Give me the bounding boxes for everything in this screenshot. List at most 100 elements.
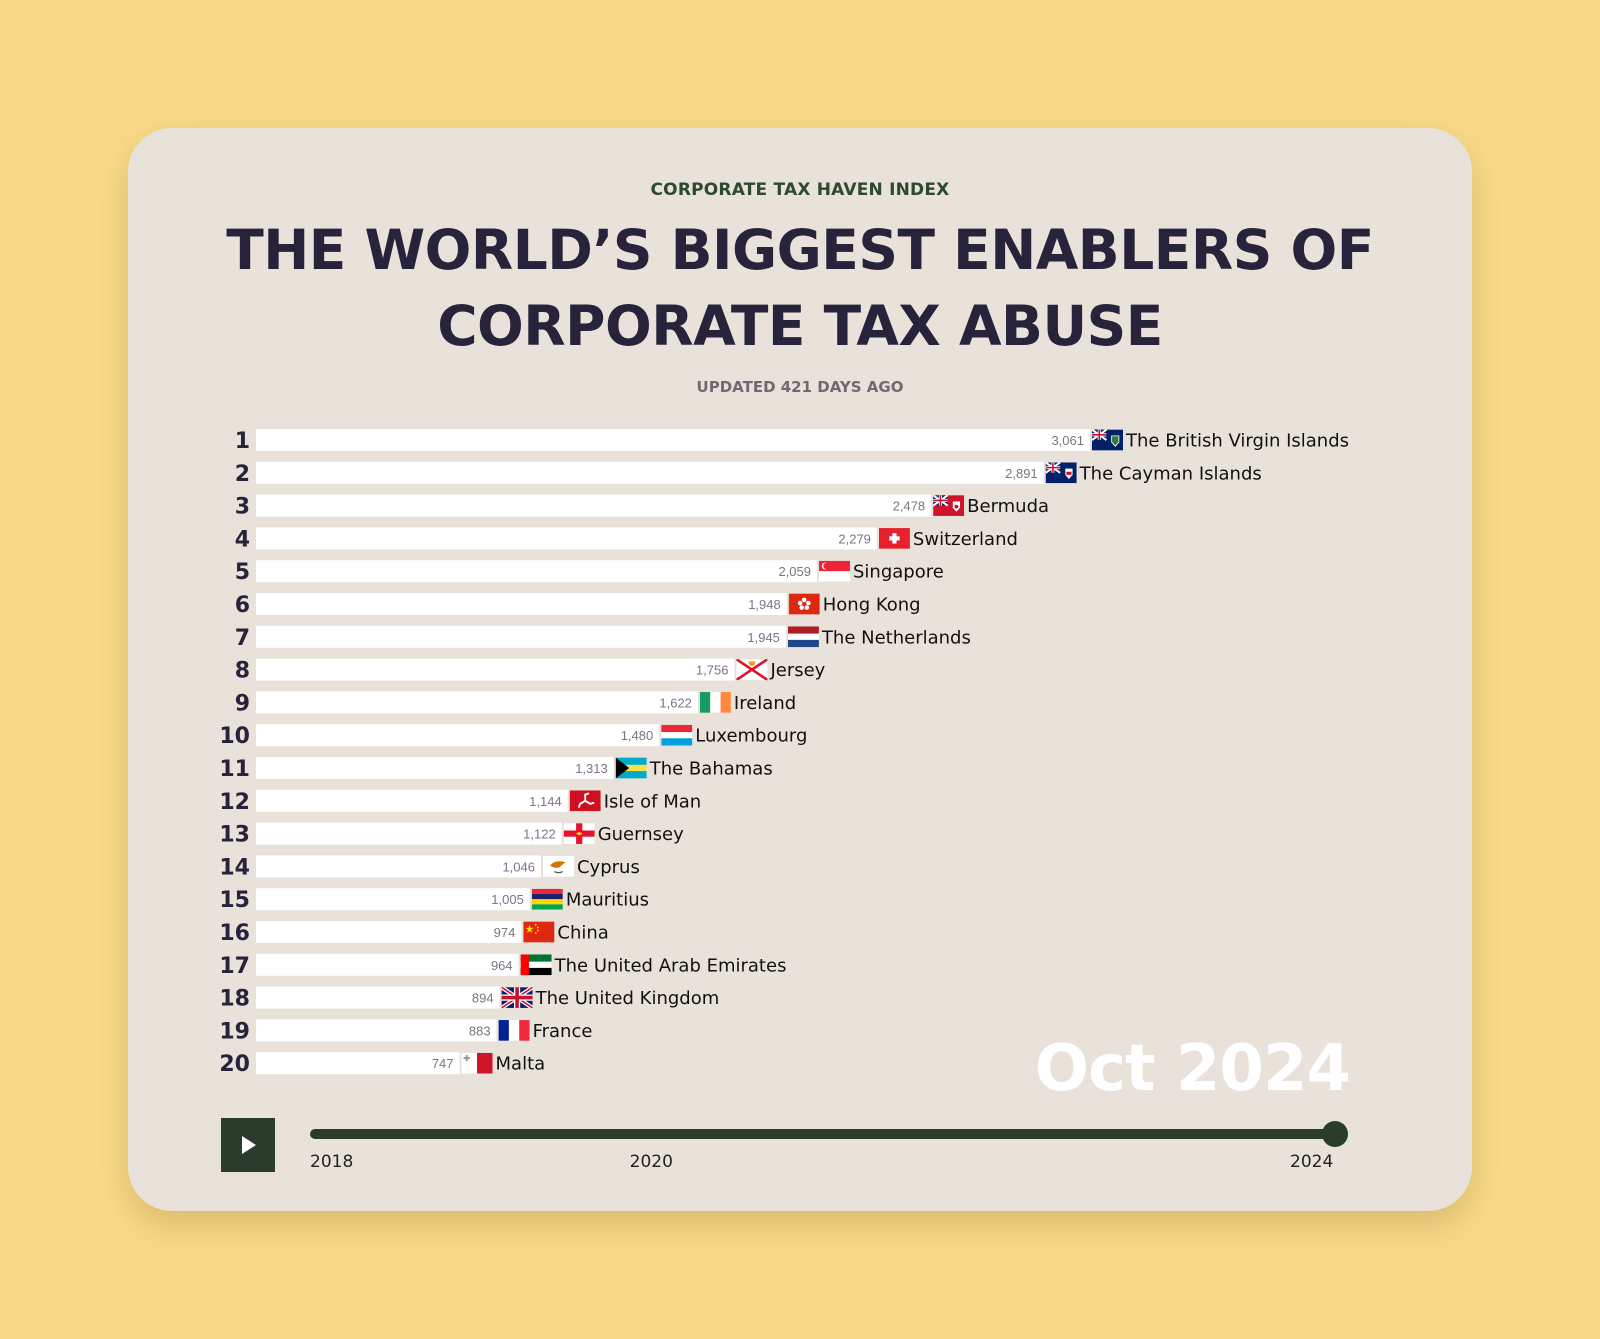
timeline-tick-label: 2020: [629, 1152, 673, 1172]
bar-row: 5 2,059 Singapore: [235, 560, 944, 585]
value-label: 2,478: [893, 499, 926, 514]
bar-row: 6 1,948 Hong Kong: [235, 593, 921, 618]
play-icon: [242, 1136, 256, 1154]
bar: [256, 494, 932, 517]
bar: [256, 527, 877, 550]
value-label: 1,945: [747, 630, 780, 645]
timeline-tick-label: 2018: [310, 1152, 354, 1172]
value-label: 2,891: [1005, 466, 1038, 481]
rank-number: 3: [235, 495, 250, 520]
country-label: The Bahamas: [649, 759, 773, 780]
rank-number: 8: [235, 659, 250, 684]
country-label: Mauritius: [566, 890, 649, 911]
bar-row: 10 1,480 Luxembourg: [219, 724, 807, 749]
rank-number: 11: [219, 757, 250, 782]
flag-china-icon: [523, 921, 555, 943]
flag-cyprus-icon: [542, 856, 574, 877]
country-label: The United Kingdom: [535, 988, 720, 1009]
value-label: 2,279: [838, 531, 871, 546]
bar-row: 4 2,279 Switzerland: [235, 527, 1018, 552]
rank-number: 20: [219, 1052, 250, 1077]
flag-mauritius-icon: [531, 888, 563, 910]
bar-row: 17 964 The United Arab Emirates: [219, 953, 786, 979]
bar: [256, 560, 817, 583]
value-label: 1,948: [748, 597, 781, 612]
country-label: Luxembourg: [695, 726, 807, 747]
bar: [256, 625, 786, 648]
country-label: Jersey: [769, 660, 825, 681]
flag-malta-icon: [461, 1052, 493, 1074]
rank-number: 2: [235, 462, 250, 487]
value-label: 747: [432, 1056, 454, 1071]
play-button[interactable]: [221, 1118, 275, 1172]
bar: [256, 855, 541, 878]
timeline-progress: [310, 1129, 1335, 1139]
country-label: France: [533, 1021, 593, 1042]
country-label: Isle of Man: [604, 791, 702, 812]
bar-row: 1 3,061 The British Virgin Islands: [235, 429, 1349, 454]
value-label: 974: [494, 925, 516, 940]
value-label: 894: [472, 991, 494, 1006]
bar-row: 3 2,478 Bermuda: [235, 495, 1049, 520]
country-label: Cyprus: [577, 857, 640, 878]
value-label: 1,046: [502, 859, 535, 874]
country-label: Ireland: [734, 693, 796, 714]
timeline-tick-label: 2024: [1290, 1152, 1334, 1172]
rank-number: 6: [235, 593, 250, 618]
flag-bahamas-icon: [615, 757, 647, 779]
value-label: 1,622: [659, 695, 692, 710]
timeline-handle[interactable]: [1322, 1121, 1348, 1147]
bar-row: 15 1,005 Mauritius: [219, 888, 649, 913]
flag-bvi-icon: [1092, 429, 1123, 451]
bar-row: 19 883 France: [219, 1019, 592, 1044]
value-label: 2,059: [778, 564, 811, 579]
flag-netherlands-icon: [787, 626, 819, 648]
bar-row: 11 1,313 The Bahamas: [219, 757, 773, 782]
chart-kicker: CORPORATE TAX HAVEN INDEX: [650, 180, 950, 200]
bar-row: 12 1,144 Isle of Man: [219, 789, 702, 815]
rank-number: 17: [219, 954, 250, 979]
bar-row: 8 1,756 Jersey: [235, 658, 826, 684]
rank-number: 19: [219, 1019, 250, 1044]
bar-row: 13 1,122 Guernsey: [219, 822, 684, 848]
rank-number: 15: [219, 888, 250, 913]
bar-row: 14 1,046 Cyprus: [219, 855, 640, 880]
country-label: Guernsey: [598, 824, 684, 845]
chart-title: THE WORLD’S BIGGEST ENABLERS OF CORPORAT…: [226, 218, 1374, 358]
timeline-slider[interactable]: [310, 1121, 1348, 1147]
bar-row: 9 1,622 Ireland: [235, 691, 796, 716]
bar: [256, 789, 568, 812]
rank-number: 7: [235, 626, 250, 651]
bar: [256, 888, 530, 911]
flag-guernsey-icon: [563, 823, 595, 844]
bar: [256, 658, 735, 681]
bar-row: 18 894 The United Kingdom: [219, 986, 720, 1012]
bar: [256, 1052, 460, 1075]
country-label: Switzerland: [913, 529, 1018, 550]
bar-chart-race: 1 3,061 The British Virgin Islands 2 2,891 Th…: [219, 429, 1349, 1077]
flag-luxembourg-icon: [661, 724, 693, 746]
flag-cayman-islands-icon: [1045, 462, 1077, 484]
flag-uk-icon: [501, 987, 533, 1009]
rank-number: 12: [219, 790, 250, 815]
rank-number: 14: [219, 855, 250, 880]
value-label: 1,144: [529, 794, 562, 809]
flag-singapore-icon: [818, 560, 850, 582]
rank-number: 4: [235, 527, 250, 552]
flag-france-icon: [498, 1020, 530, 1041]
bar: [256, 461, 1044, 484]
value-label: 3,061: [1051, 433, 1084, 448]
country-label: The British Virgin Islands: [1125, 431, 1349, 452]
rank-number: 5: [235, 560, 250, 585]
rank-number: 10: [219, 724, 250, 749]
value-label: 964: [491, 958, 513, 973]
country-label: The Netherlands: [821, 627, 971, 648]
bar: [256, 429, 1090, 451]
bar-row: 2 2,891 The Cayman Islands: [235, 461, 1262, 487]
bar: [256, 986, 500, 1009]
country-label: Hong Kong: [823, 595, 921, 616]
bar: [256, 691, 698, 714]
value-label: 1,122: [523, 827, 556, 842]
bar: [256, 921, 522, 943]
flag-isle-of-man-icon: [569, 790, 601, 812]
